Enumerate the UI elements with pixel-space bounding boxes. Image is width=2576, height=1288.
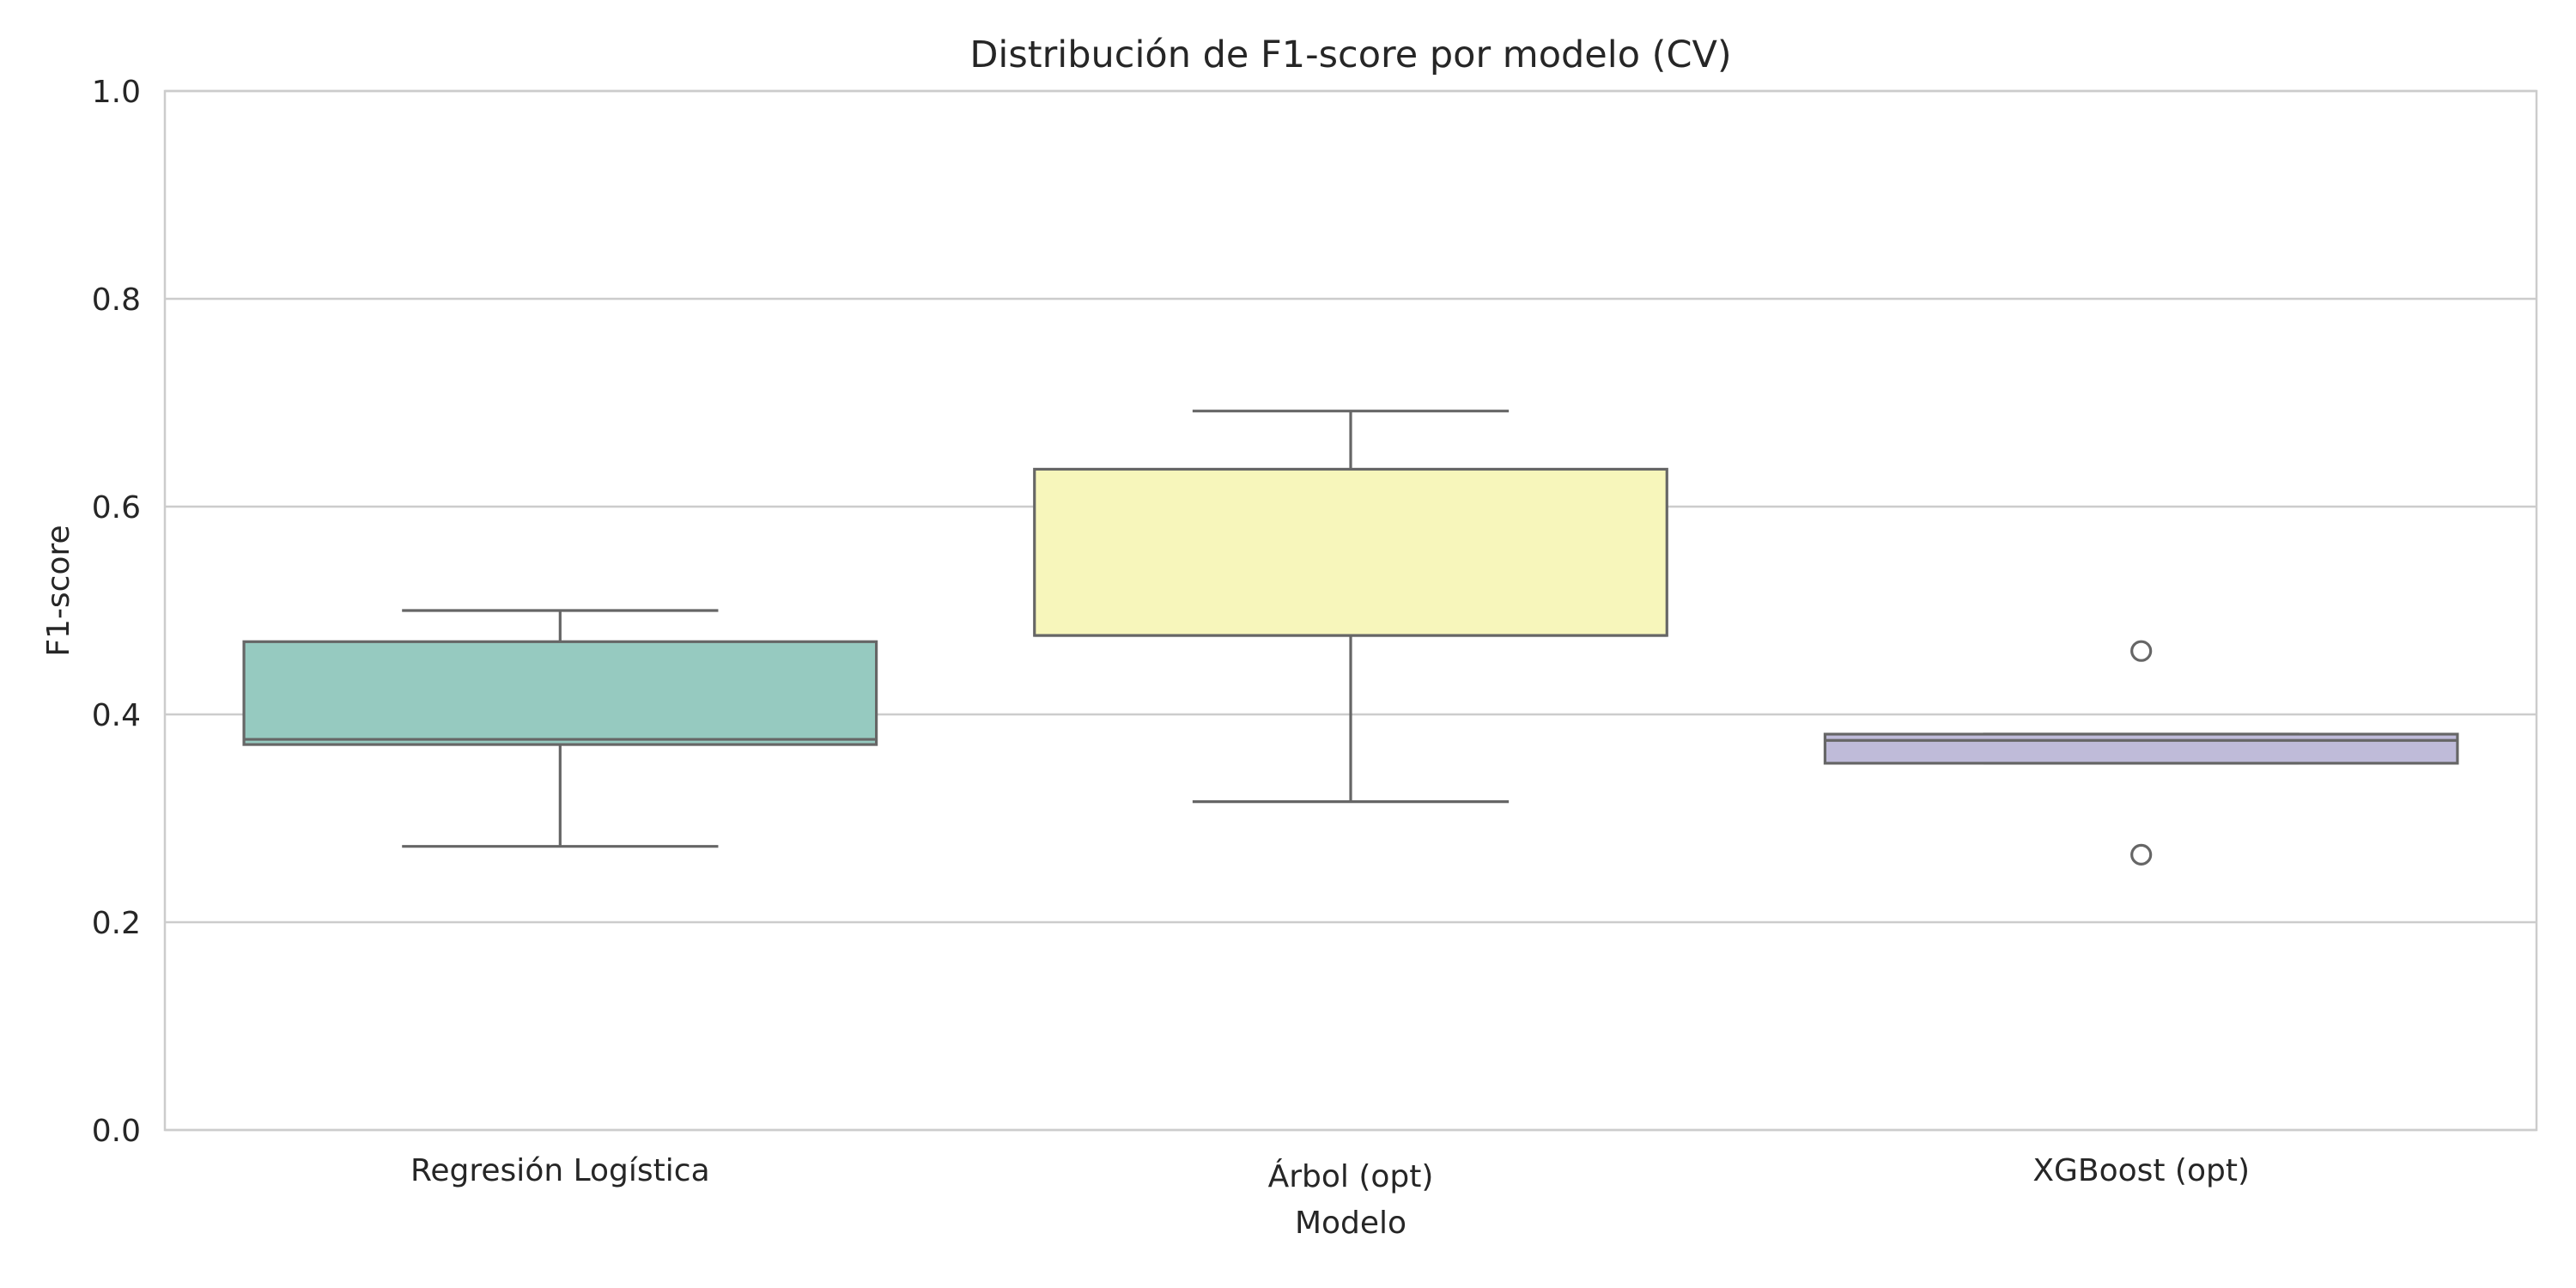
box-iqr bbox=[242, 640, 878, 746]
outlier-point bbox=[2130, 843, 2153, 866]
outlier-point bbox=[2130, 640, 2153, 662]
x-tick-label: Árbol (opt) bbox=[1268, 1158, 1434, 1194]
box-iqr bbox=[1033, 467, 1668, 637]
box-group bbox=[1033, 410, 1668, 804]
box-group bbox=[1823, 640, 2459, 866]
chart-title: Distribución de F1-score por modelo (CV) bbox=[969, 33, 1731, 76]
y-tick-label: 0.2 bbox=[92, 906, 141, 941]
y-tick-label: 0.6 bbox=[92, 490, 141, 526]
plot-area-frame bbox=[163, 89, 2538, 1132]
y-axis-label: F1-score bbox=[41, 525, 76, 656]
box-series bbox=[242, 410, 2459, 866]
x-tick-label: Regresión Logística bbox=[410, 1153, 710, 1188]
y-tick-label: 1.0 bbox=[92, 75, 141, 110]
y-tick-labels: 0.0 0.2 0.4 0.6 0.8 1.0 bbox=[92, 75, 141, 1149]
x-tick-labels: Regresión Logística Árbol (opt) XGBoost (o… bbox=[410, 1153, 2250, 1194]
y-tick-label: 0.4 bbox=[92, 698, 141, 733]
box-group bbox=[242, 609, 878, 848]
box-iqr bbox=[1823, 732, 2459, 765]
x-axis-label: Modelo bbox=[1295, 1206, 1406, 1241]
y-tick-label: 0.0 bbox=[92, 1114, 141, 1149]
x-tick-label: XGBoost (opt) bbox=[2032, 1153, 2250, 1188]
y-tick-label: 0.8 bbox=[92, 283, 141, 318]
